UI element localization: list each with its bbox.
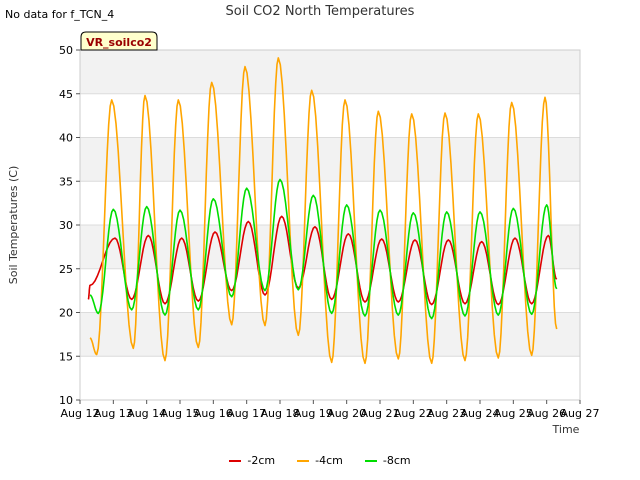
x-tick-label: Aug 20 [327, 407, 366, 420]
x-axis-label: Time [552, 423, 580, 436]
x-tick-label: Aug 19 [294, 407, 333, 420]
x-tick-label: Aug 12 [61, 407, 100, 420]
legend-label-4cm: -4cm [315, 454, 343, 467]
x-tick-label: Aug 21 [361, 407, 400, 420]
legend-item-2cm: -2cm [229, 454, 275, 467]
annotation-label: VR_soilco2 [86, 36, 152, 49]
grid-band [80, 225, 580, 269]
x-tick-label: Aug 27 [561, 407, 600, 420]
x-tick-label: Aug 18 [261, 407, 300, 420]
x-tick-label: Aug 26 [527, 407, 566, 420]
y-tick-label: 35 [59, 175, 73, 188]
chart-title: Soil CO2 North Temperatures [225, 4, 415, 19]
grid-band [80, 50, 580, 94]
x-tick-label: Aug 16 [194, 407, 233, 420]
no-data-message: No data for f_TCN_4 [5, 8, 115, 21]
legend-swatch-4cm [297, 459, 310, 462]
x-tick-label: Aug 13 [94, 407, 133, 420]
y-tick-label: 20 [59, 307, 73, 320]
series-line-4cm [89, 57, 558, 365]
y-axis-label: Soil Temperatures (C) [7, 166, 20, 285]
grid-band [80, 137, 580, 182]
x-tick-label: Aug 15 [161, 407, 200, 420]
annotation-box [80, 31, 158, 51]
x-tick-label: Aug 22 [394, 407, 433, 420]
x-tick-label: Aug 25 [494, 407, 533, 420]
grid-band [80, 312, 580, 357]
y-tick-label: 25 [59, 263, 73, 276]
y-tick-label: 40 [59, 132, 73, 145]
y-tick-label: 10 [59, 394, 73, 407]
legend-swatch-8cm [364, 459, 377, 462]
legend-swatch-2cm [229, 459, 242, 462]
series-line-8cm [89, 178, 558, 320]
y-tick-label: 30 [59, 219, 73, 232]
legend-label-8cm: -8cm [382, 454, 411, 467]
x-tick-label: Aug 14 [127, 407, 166, 420]
y-tick-label: 15 [59, 350, 73, 363]
x-tick-label: Aug 23 [427, 407, 466, 420]
legend-item-8cm: -8cm [364, 454, 411, 467]
legend-label-2cm: -2cm [247, 454, 276, 467]
legend: -2cm -4cm -8cm [0, 454, 640, 467]
legend-item-4cm: -4cm [297, 454, 343, 467]
y-tick-label: 50 [59, 44, 73, 57]
x-tick-label: Aug 17 [227, 407, 266, 420]
y-tick-label: 45 [59, 88, 73, 101]
x-tick-label: Aug 24 [461, 407, 500, 420]
